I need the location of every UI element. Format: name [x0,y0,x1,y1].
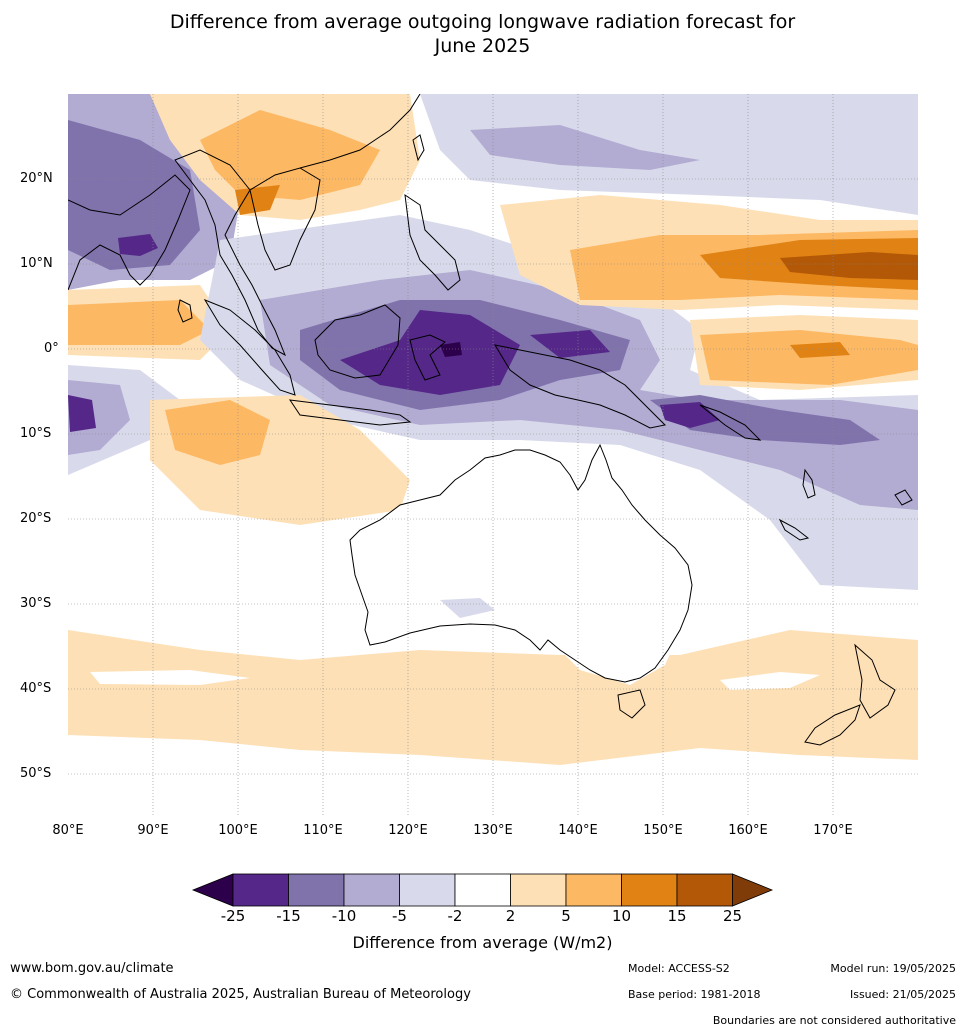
lon-label-140e: 140°E [558,823,598,838]
lon-label-130e: 130°E [473,823,513,838]
lon-label-120e: 120°E [388,823,428,838]
graticule [68,94,918,816]
region-north-light-purple [420,94,918,215]
coast-philippines [404,193,461,291]
region-np-darkest-orange [780,252,918,280]
colorbar-tick: 15 [667,907,687,925]
lat-label-0: 0° [44,341,59,356]
lat-label-20s: 20°S [20,511,52,526]
coast-india [68,174,191,291]
coast-indochina [249,167,321,271]
lat-label-10n: 10°N [20,256,53,271]
region-australia-purple [440,598,495,618]
colorbar-bin-4 [399,873,456,907]
colorbar-low-extend [191,873,234,907]
lon-label-160e: 160°E [728,823,768,838]
region-ep-dark-orange [790,342,850,358]
colorbar-tick: -5 [392,907,407,925]
colorbar-tick: 10 [611,907,632,925]
region-asia-orange [200,110,380,200]
title-line-1: Difference from average outgoing longwav… [169,11,796,33]
colorbar-bin-1 [232,873,289,907]
region-so-gap [90,670,250,685]
colorbar-tick: 2 [505,907,516,925]
colorbar-bin-5 [454,873,511,907]
lat-label-50s: 50°S [20,766,52,781]
lon-label-90e: 90°E [137,823,169,838]
lon-label-80e: 80°E [52,823,84,838]
website-link[interactable]: www.bom.gov.au/climate [10,961,174,976]
lon-label-100e: 100°E [218,823,258,838]
colorbar-tick: -15 [276,907,301,925]
coast-java [288,399,412,426]
coast-borneo [314,304,401,379]
region-wio-dark-purple [68,395,96,432]
colorbar-tick: 5 [561,907,571,925]
coast-vanuatu [802,468,816,499]
model-run-text: Model run: 19/05/2025 [830,962,956,975]
region-mc-dark-purple-2 [530,330,610,358]
colorbar-label: Difference from average (W/m2) [352,933,613,952]
coast-tasmania [617,689,646,719]
disclaimer-text: Boundaries are not considered authoritat… [712,1014,956,1027]
region-io-orange [68,300,210,345]
title-line-2: June 2025 [434,35,531,57]
region-sio-orange [165,400,270,465]
coast-fiji [894,489,913,506]
lon-label-150e: 150°E [643,823,683,838]
colorbar-tick: -25 [220,907,246,925]
region-mc-dark-purple [340,310,520,395]
coast-nz-north [854,643,896,719]
colorbar-bin-3 [343,873,400,907]
coast-new-guinea [493,344,667,429]
coast-sri-lanka [177,299,193,323]
region-so-gap-2 [720,672,820,690]
region-india-dark-purple [118,234,158,256]
lat-label-20n: 20°N [20,171,53,186]
coast-sumatra [203,298,296,396]
colorbar-bin-2 [288,873,345,907]
colorbar [191,873,774,907]
colorbar-bin-8 [621,873,678,907]
colorbar-tick: 25 [722,907,743,925]
region-mc-deepest [440,342,462,357]
model-text: Model: ACCESS-S2 [628,962,730,975]
copyright-text: © Commonwealth of Australia 2025, Austra… [10,987,471,1002]
lon-label-170e: 170°E [813,823,853,838]
coast-china [299,94,421,169]
colorbar-tick: -2 [447,907,463,925]
colorbar-bin-7 [565,873,622,907]
colorbar-tick: -10 [331,907,357,925]
coast-new-caledonia [778,518,810,541]
coast-australia [349,443,693,683]
region-asia-orange-2 [235,185,280,215]
colorbar-bin-6 [510,873,567,907]
region-ep-orange [700,330,918,385]
colorbar-bin-9 [676,873,733,907]
colorbar-high-extend [732,873,774,907]
lat-label-30s: 30°S [20,596,52,611]
lat-label-40s: 40°S [20,681,52,696]
coast-taiwan [412,134,425,162]
region-australia-white [350,445,690,685]
coastlines [68,94,913,746]
lon-label-110e: 110°E [303,823,343,838]
base-period-text: Base period: 1981-2018 [628,988,761,1001]
issued-text: Issued: 21/05/2025 [849,988,956,1001]
map-title: Difference from average outgoing longwav… [0,10,965,58]
coast-nz-south [804,704,861,746]
coast-sulawesi [409,334,446,381]
lat-label-10s: 10°S [20,426,52,441]
region-india-mid-purple [68,120,200,270]
coast-islands-east [699,404,762,441]
region-north-mid-purple [470,125,700,170]
